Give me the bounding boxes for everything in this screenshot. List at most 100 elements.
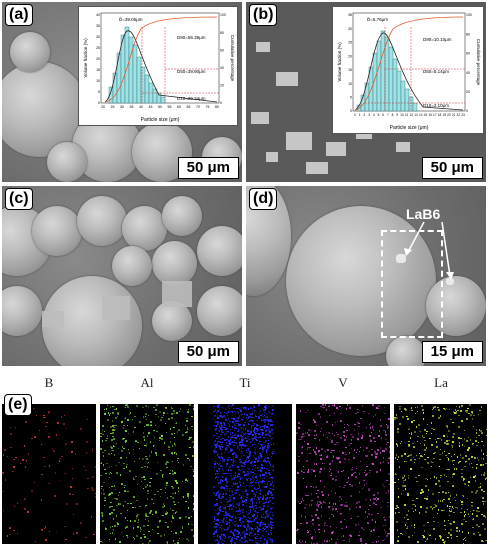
eds-signal-dot	[143, 425, 146, 428]
eds-signal-dot	[121, 450, 123, 452]
eds-signal-dot	[467, 436, 470, 439]
eds-signal-dot	[257, 429, 259, 432]
eds-signal-dot	[376, 407, 378, 409]
eds-signal-dot	[340, 498, 343, 500]
eds-signal-dot	[328, 517, 331, 520]
eds-signal-dot	[340, 504, 342, 506]
eds-signal-dot	[228, 440, 231, 443]
eds-signal-dot	[407, 428, 410, 431]
annotation-arrows	[404, 221, 454, 280]
eds-signal-dot	[226, 420, 229, 423]
eds-signal-dot	[465, 520, 467, 523]
eds-signal-dot	[87, 477, 89, 480]
eds-signal-dot	[217, 410, 219, 412]
eds-signal-dot	[259, 524, 262, 527]
eds-signal-dot	[459, 460, 461, 463]
eds-signal-dot	[229, 466, 232, 468]
eds-signal-dot	[252, 437, 254, 440]
eds-signal-dot	[250, 532, 252, 534]
eds-signal-dot	[111, 532, 114, 534]
eds-signal-dot	[348, 540, 351, 543]
eds-signal-dot	[466, 418, 468, 420]
eds-signal-dot	[252, 422, 255, 425]
eds-signal-dot	[383, 485, 385, 488]
eds-signal-dot	[256, 419, 258, 422]
scale-bar: 50 μm	[177, 341, 239, 363]
eds-signal-dot	[385, 423, 388, 426]
eds-signal-dot	[259, 469, 262, 471]
eds-signal-dot	[389, 446, 390, 448]
eds-signal-dot	[249, 464, 252, 467]
eds-signal-dot	[110, 465, 113, 468]
eds-signal-dot	[469, 476, 472, 479]
eds-signal-dot	[220, 443, 223, 446]
eds-signal-dot	[297, 500, 300, 503]
eds-signal-dot	[444, 442, 446, 444]
eds-signal-dot	[91, 487, 93, 489]
eds-signal-dot	[192, 508, 194, 510]
eds-signal-dot	[150, 451, 153, 453]
eds-signal-dot	[259, 496, 262, 498]
eds-signal-dot	[350, 442, 352, 445]
eds-signal-dot	[461, 444, 464, 446]
eds-signal-dot	[264, 445, 266, 448]
eds-signal-dot	[214, 531, 216, 533]
eds-signal-dot	[252, 471, 254, 474]
eds-map-ti	[198, 404, 292, 544]
eds-signal-dot	[253, 423, 256, 425]
eds-signal-dot	[240, 440, 242, 443]
eds-signal-dot	[401, 455, 403, 457]
eds-signal-dot	[116, 522, 119, 524]
eds-signal-dot	[230, 405, 233, 408]
eds-signal-dot	[269, 500, 271, 502]
eds-signal-dot	[270, 476, 272, 479]
eds-element-label: B	[44, 375, 54, 390]
eds-signal-dot	[236, 468, 239, 471]
eds-signal-dot	[258, 456, 261, 459]
eds-signal-dot	[239, 516, 241, 519]
eds-signal-dot	[156, 461, 159, 464]
eds-signal-dot	[108, 538, 111, 541]
eds-signal-dot	[397, 535, 400, 538]
eds-signal-dot	[423, 536, 425, 538]
eds-signal-dot	[482, 497, 484, 499]
tick-label: 11	[405, 113, 409, 117]
eds-signal-dot	[399, 442, 402, 445]
eds-signal-dot	[341, 504, 343, 506]
eds-signal-dot	[248, 525, 250, 528]
eds-signal-dot	[255, 507, 257, 510]
eds-signal-dot	[370, 530, 373, 532]
eds-signal-dot	[252, 404, 255, 407]
eds-signal-dot	[10, 446, 12, 449]
eds-signal-dot	[423, 436, 425, 439]
eds-signal-dot	[76, 503, 78, 505]
eds-signal-dot	[377, 540, 380, 543]
eds-signal-dot	[383, 538, 386, 541]
eds-signal-dot	[301, 436, 303, 438]
eds-signal-dot	[216, 437, 218, 440]
eds-signal-dot	[118, 461, 120, 464]
eds-signal-dot	[447, 458, 450, 460]
eds-signal-dot	[236, 513, 239, 515]
eds-signal-dot	[229, 519, 231, 521]
eds-signal-dot	[388, 532, 390, 535]
eds-signal-dot	[219, 509, 221, 511]
eds-signal-dot	[245, 407, 247, 409]
eds-signal-dot	[331, 440, 333, 442]
eds-signal-dot	[222, 486, 224, 489]
eds-signal-dot	[424, 449, 426, 451]
eds-signal-dot	[218, 482, 220, 484]
eds-signal-dot	[228, 439, 230, 442]
eds-signal-dot	[235, 456, 237, 458]
eds-signal-dot	[215, 425, 218, 427]
eds-signal-dot	[374, 457, 377, 460]
eds-signal-dot	[263, 458, 265, 461]
eds-signal-dot	[318, 528, 320, 531]
eds-signal-dot	[170, 495, 172, 498]
eds-signal-dot	[400, 493, 403, 495]
eds-signal-dot	[171, 452, 173, 454]
eds-signal-dot	[221, 533, 224, 536]
eds-signal-dot	[231, 432, 234, 434]
eds-signal-dot	[236, 416, 239, 419]
eds-signal-dot	[352, 436, 354, 438]
